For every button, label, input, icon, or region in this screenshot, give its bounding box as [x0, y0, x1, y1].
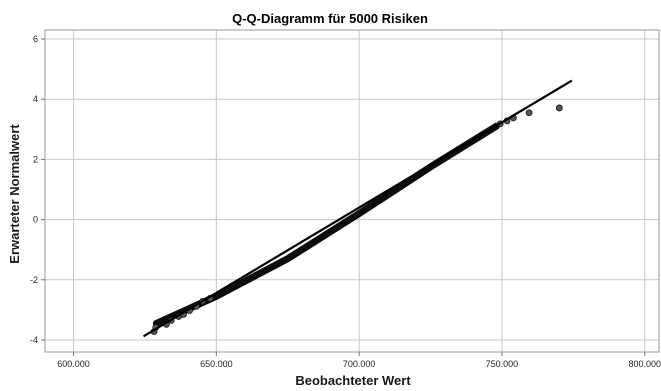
reference-line: [142, 79, 573, 338]
data-point: [525, 109, 533, 117]
normal-reference-line: [142, 79, 573, 338]
y-axis-ticks: -4 -2 0 2 4 6: [30, 34, 45, 345]
plot-frame: [44, 29, 660, 353]
data-point: [555, 104, 563, 112]
y-tick-label: -4: [30, 335, 38, 345]
grid: [45, 30, 659, 352]
x-tick-label: 600.000: [57, 359, 90, 369]
x-tick-label: 750.000: [486, 359, 519, 369]
x-axis-ticks: 600.000 650.000 700.000 750.000 800.000: [57, 352, 661, 369]
y-tick-label: 4: [33, 94, 38, 104]
plot-area: [45, 30, 659, 352]
y-axis-label: Erwarteter Normalwert: [7, 124, 22, 264]
x-tick-label: 700.000: [343, 359, 376, 369]
x-axis-label: Beobachteter Wert: [295, 373, 411, 388]
y-tick-label: 0: [33, 215, 38, 225]
y-tick-label: 6: [33, 34, 38, 44]
dense-point-cloud: [152, 122, 500, 327]
chart-title: Q-Q-Diagramm für 5000 Risiken: [232, 11, 428, 26]
x-tick-label: 650.000: [200, 359, 233, 369]
y-tick-label: -2: [30, 275, 38, 285]
x-tick-label: 800.000: [628, 359, 661, 369]
y-tick-label: 2: [33, 154, 38, 164]
dense-points-band: [152, 122, 500, 327]
